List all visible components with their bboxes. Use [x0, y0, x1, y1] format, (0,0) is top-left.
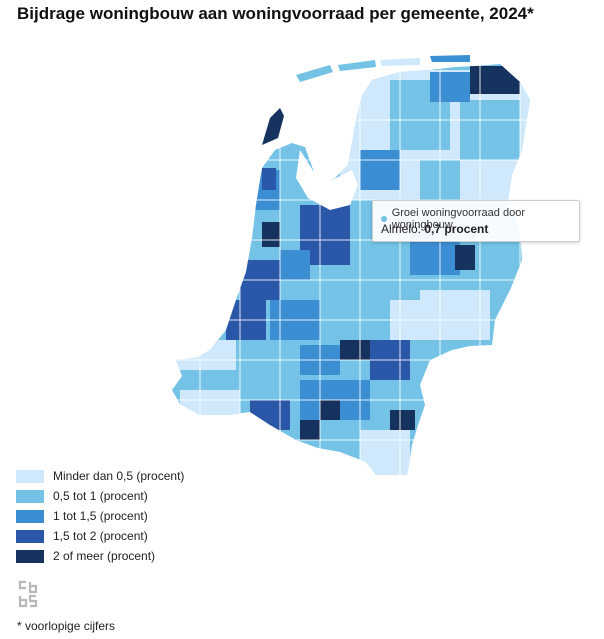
tooltip-value-row: Almelo: 0,7 procent [381, 222, 488, 236]
netherlands-municipality-map [172, 55, 530, 475]
legend-swatch [16, 509, 44, 523]
legend-item[interactable]: 0,5 tot 1 (procent) [16, 486, 184, 506]
tooltip: Groei woningvoorraad door woningbouw Alm… [372, 200, 580, 242]
legend-label: 0,5 tot 1 (procent) [53, 489, 148, 503]
legend-item[interactable]: 1 tot 1,5 (procent) [16, 506, 184, 526]
legend-label: 2 of meer (procent) [53, 549, 156, 563]
tooltip-value: 0,7 procent [424, 222, 489, 236]
series-dot-icon [381, 216, 387, 222]
legend-label: 1 tot 1,5 (procent) [53, 509, 148, 523]
legend-item[interactable]: 2 of meer (procent) [16, 546, 184, 566]
footnote: * voorlopige cijfers [17, 619, 116, 633]
map-title: Bijdrage woningbouw aan woningvoorraad p… [17, 4, 534, 23]
land-area [172, 64, 530, 475]
cbs-logo-icon [18, 580, 38, 608]
legend: Minder dan 0,5 (procent) 0,5 tot 1 (proc… [16, 466, 184, 566]
tooltip-series-row: Groei woningvoorraad door woningbouw [381, 207, 579, 231]
legend-label: Minder dan 0,5 (procent) [53, 469, 185, 483]
tooltip-municipality: Almelo: [381, 222, 422, 236]
legend-swatch [16, 489, 44, 503]
tooltip-series-label: Groei woningvoorraad door woningbouw [391, 207, 525, 231]
wadden-islands [262, 55, 470, 145]
legend-swatch [16, 529, 44, 543]
legend-label: 1,5 tot 2 (procent) [53, 529, 148, 543]
legend-item[interactable]: 1,5 tot 2 (procent) [16, 526, 184, 546]
legend-swatch [16, 469, 44, 483]
legend-swatch [16, 549, 44, 563]
legend-item[interactable]: Minder dan 0,5 (procent) [16, 466, 184, 486]
ijsselmeer-water [296, 150, 358, 210]
